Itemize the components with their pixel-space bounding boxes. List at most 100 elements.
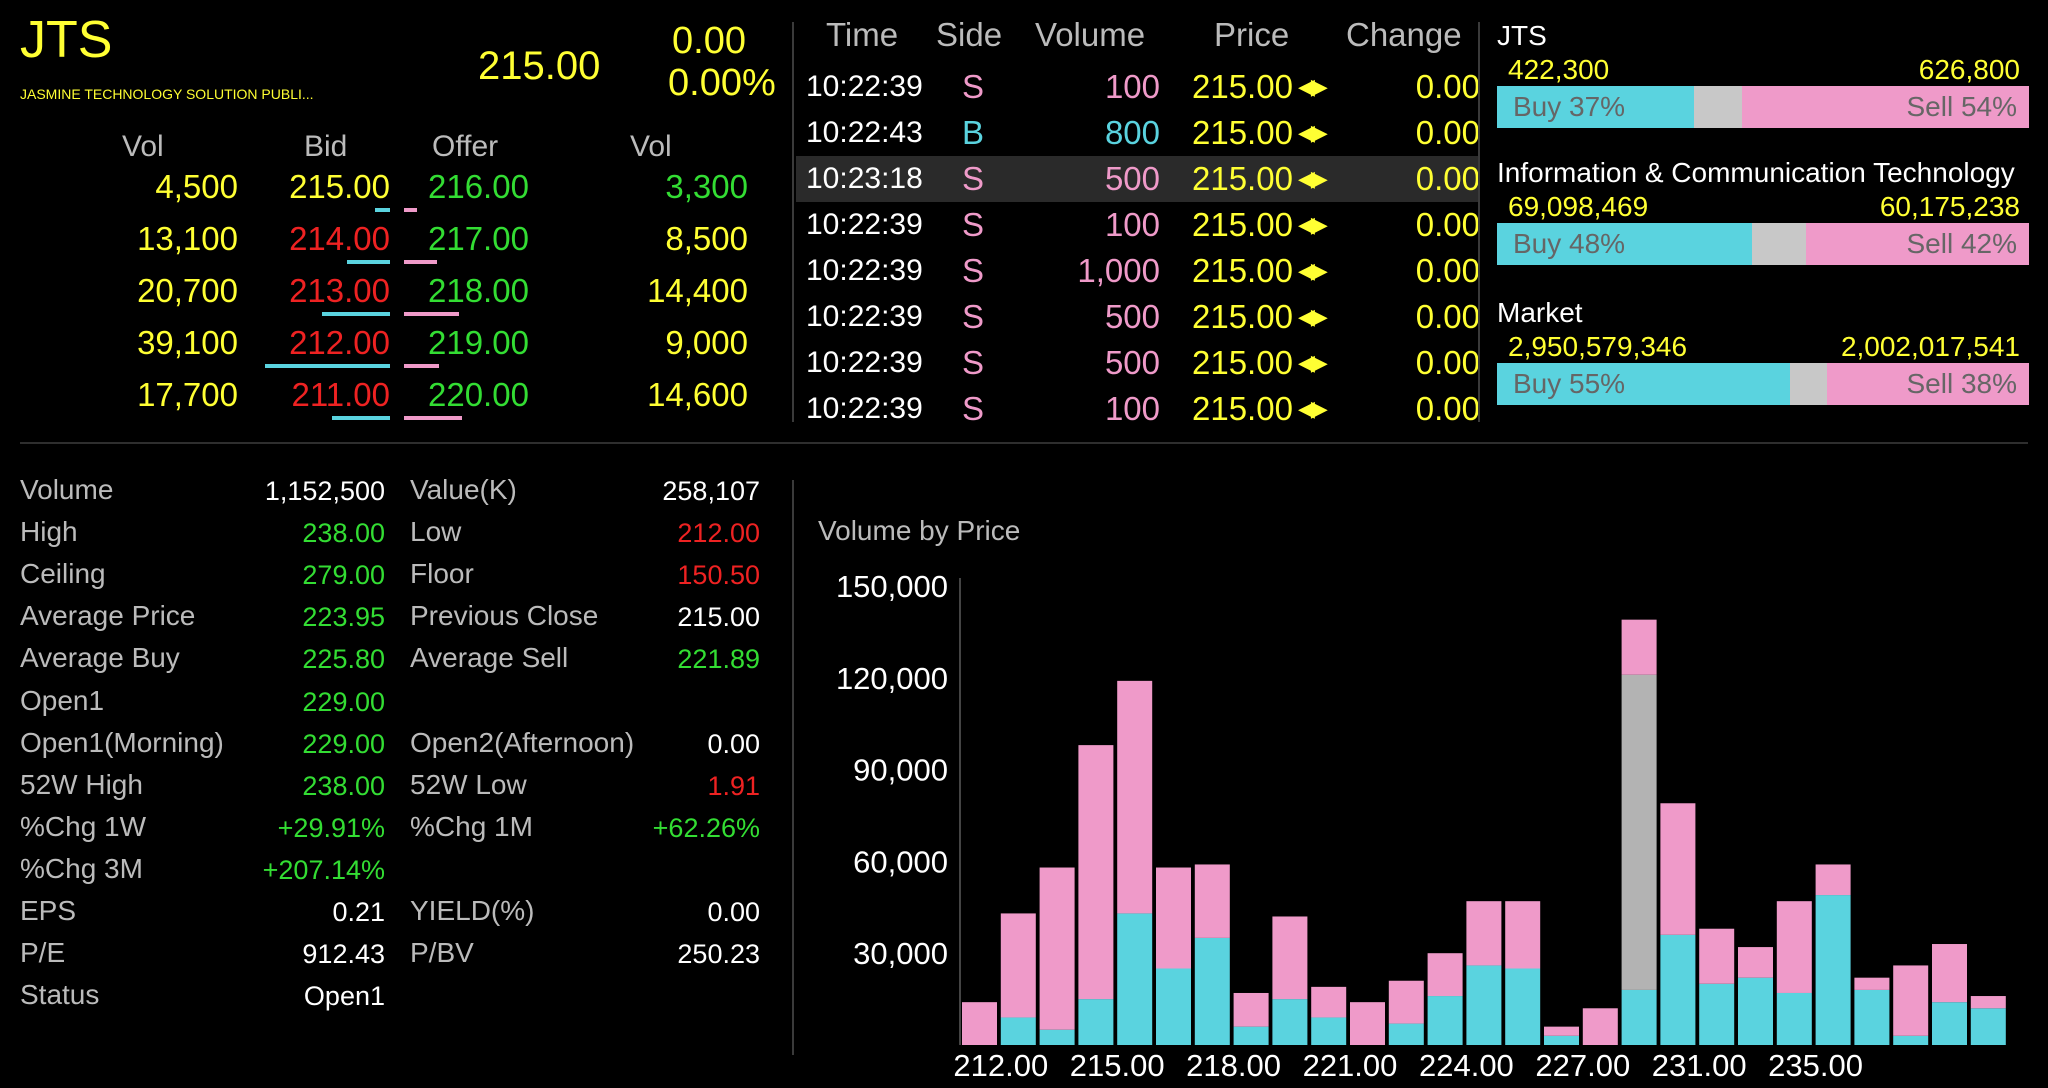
sell-bar[interactable]: [1621, 619, 1657, 675]
bid-price[interactable]: 215.00: [289, 168, 390, 205]
stat-label: P/E: [20, 937, 66, 968]
ticker-time: 10:22:39: [806, 208, 923, 241]
sell-bar[interactable]: [1544, 1026, 1579, 1036]
ticker-row[interactable]: 10:22:39 S 500 215.00 ◀▶ 0.00: [796, 340, 1480, 386]
buy-bar[interactable]: [1854, 989, 1890, 1045]
buy-bar[interactable]: [1893, 1035, 1929, 1045]
buy-bar[interactable]: [1388, 1023, 1424, 1045]
buy-bar[interactable]: [1505, 968, 1541, 1046]
stat-value: 250.23: [677, 939, 760, 969]
buy-bar[interactable]: [1272, 999, 1308, 1045]
buy-bar[interactable]: [1117, 913, 1153, 1045]
ticker-row[interactable]: 10:22:39 S 100 215.00 ◀▶ 0.00: [796, 202, 1480, 248]
stat-value: 912.43: [302, 939, 385, 969]
ticker-row[interactable]: 10:22:39 S 100 215.00 ◀▶ 0.00: [796, 64, 1480, 110]
ticker-side: B: [962, 114, 985, 151]
ticker-row[interactable]: 10:23:18 S 500 215.00 ◀▶ 0.00: [796, 156, 1480, 202]
sell-bar[interactable]: [1233, 992, 1269, 1027]
orderbook-row[interactable]: 13,100 214.00 217.00 8,500: [0, 220, 790, 272]
sell-bar[interactable]: [1427, 953, 1463, 997]
sell-bar[interactable]: [1699, 928, 1735, 984]
stat-label: %Chg 1M: [410, 811, 533, 842]
offer-price[interactable]: 220.00: [428, 376, 529, 413]
sell-bar[interactable]: [1078, 745, 1114, 1000]
buy-bar[interactable]: [1039, 1029, 1075, 1045]
offer-price[interactable]: 216.00: [428, 168, 529, 205]
sell-bar[interactable]: [1000, 913, 1036, 1018]
buy-bar[interactable]: [1738, 977, 1773, 1045]
sell-bar[interactable]: [1194, 864, 1230, 938]
sell-bar[interactable]: [1311, 986, 1347, 1018]
orderbook-row[interactable]: 20,700 213.00 218.00 14,400: [0, 272, 790, 324]
sell-bar[interactable]: [1466, 901, 1502, 966]
sell-bar[interactable]: [1970, 996, 2006, 1009]
buy-bar[interactable]: [1660, 934, 1696, 1045]
sell-bar[interactable]: [1893, 965, 1929, 1036]
sell-bar[interactable]: [1117, 680, 1153, 914]
x-tick-label: 218.00: [1186, 1048, 1281, 1083]
bid-price[interactable]: 211.00: [291, 376, 390, 413]
sell-bar[interactable]: [1505, 901, 1541, 969]
buy-bar[interactable]: [1815, 895, 1851, 1045]
buy-bar[interactable]: [1776, 992, 1812, 1045]
sell-bar[interactable]: [1272, 916, 1308, 1000]
sell-portion: Sell 38%: [1826, 363, 2029, 405]
orderbook-row[interactable]: 39,100 212.00 219.00 9,000: [0, 324, 790, 376]
buy-bar[interactable]: [1970, 1008, 2006, 1045]
sell-bar[interactable]: [1388, 980, 1424, 1024]
stat-label: P/BV: [410, 937, 474, 968]
buy-bar[interactable]: [1156, 968, 1191, 1046]
buy-bar[interactable]: [1544, 1035, 1579, 1045]
x-tick-label: 224.00: [1419, 1048, 1514, 1083]
sell-bar[interactable]: [1350, 1002, 1385, 1045]
stat-value: 258,107: [662, 476, 760, 506]
bid-depth-bar: [265, 364, 390, 368]
ticker-row[interactable]: 10:22:39 S 100 215.00 ◀▶ 0.00: [796, 386, 1480, 432]
stat-value: +29.91%: [277, 813, 385, 843]
symbol[interactable]: JTS: [20, 11, 113, 69]
x-tick-label: 235.00: [1768, 1048, 1863, 1083]
sell-bar[interactable]: [1776, 901, 1812, 993]
buy-bar[interactable]: [1466, 965, 1502, 1045]
offer-price[interactable]: 219.00: [428, 324, 529, 361]
orderbook-row[interactable]: 17,700 211.00 220.00 14,600: [0, 376, 790, 428]
ticker-row[interactable]: 10:22:43 B 800 215.00 ◀▶ 0.00: [796, 110, 1480, 156]
buy-bar[interactable]: [1311, 1017, 1347, 1045]
sell-bar[interactable]: [1156, 867, 1191, 969]
buy-bar[interactable]: [1932, 1002, 1967, 1045]
sell-bar[interactable]: [1660, 803, 1696, 935]
sell-bar[interactable]: [1854, 977, 1890, 990]
bid-volume: 17,700: [137, 376, 238, 413]
ticker-row[interactable]: 10:22:39 S 500 215.00 ◀▶ 0.00: [796, 294, 1480, 340]
stat-value: 0.00: [707, 897, 760, 927]
buy-bar[interactable]: [1194, 937, 1230, 1045]
buy-bar[interactable]: [1000, 1017, 1036, 1045]
sell-bar[interactable]: [1932, 944, 1967, 1003]
offer-price[interactable]: 218.00: [428, 272, 529, 309]
ticker-row[interactable]: 10:22:39 S 1,000 215.00 ◀▶ 0.00: [796, 248, 1480, 294]
offer-price[interactable]: 217.00: [428, 220, 529, 257]
buy-bar[interactable]: [1427, 996, 1463, 1045]
buy-bar[interactable]: [1078, 999, 1114, 1045]
buy-bar[interactable]: [1699, 983, 1735, 1045]
sell-bar[interactable]: [1815, 864, 1851, 896]
sell-bar[interactable]: [962, 1002, 997, 1045]
open-bar[interactable]: [1621, 674, 1657, 990]
stat-value: 1.91: [707, 771, 760, 801]
ticker-header-change: Change: [1346, 16, 1462, 53]
orderbook-row[interactable]: 4,500 215.00 216.00 3,300: [0, 168, 790, 220]
sell-bar[interactable]: [1738, 947, 1773, 978]
sell-bar[interactable]: [1039, 867, 1075, 1030]
bid-price[interactable]: 213.00: [289, 272, 390, 309]
ticker-volume: 500: [1104, 344, 1160, 381]
bid-price[interactable]: 214.00: [289, 220, 390, 257]
stat-value: 212.00: [677, 518, 760, 548]
bid-price[interactable]: 212.00: [289, 324, 390, 361]
unchanged-arrows-icon: ◀▶: [1298, 120, 1328, 145]
buy-volume-total: 422,300: [1508, 54, 1610, 85]
buy-bar[interactable]: [1233, 1026, 1269, 1045]
ticker-change: 0.00: [1415, 114, 1480, 151]
stat-label: Value(K): [410, 474, 517, 505]
sell-bar[interactable]: [1582, 1008, 1618, 1045]
buy-bar[interactable]: [1621, 989, 1657, 1045]
